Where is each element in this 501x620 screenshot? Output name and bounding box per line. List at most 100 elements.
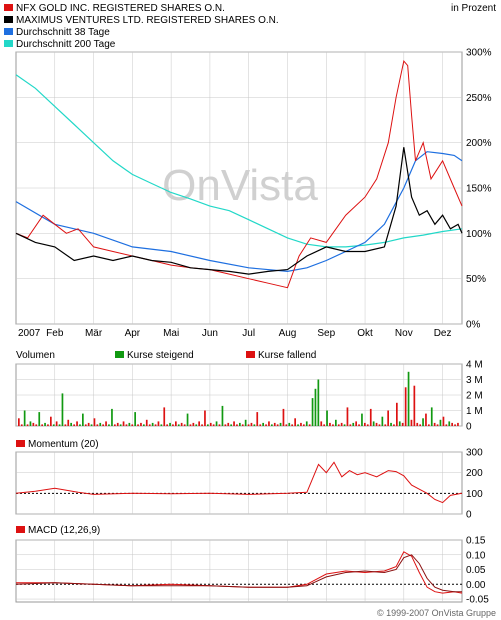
- price-y-tick-label: 0%: [466, 320, 481, 331]
- legend-swatch-nfx: [4, 4, 13, 11]
- price-x-tick-label: Dez: [434, 328, 452, 339]
- macd-signal-line: [15, 554, 462, 593]
- price-x-tick-label: Mär: [85, 328, 103, 339]
- volume-bar: [241, 424, 244, 426]
- volume-bar: [387, 410, 389, 426]
- volume-bar: [87, 422, 90, 426]
- volume-bar: [247, 424, 250, 426]
- volume-bar: [297, 424, 299, 426]
- volume-bar: [439, 419, 442, 426]
- volume-bar: [20, 424, 23, 426]
- volume-bar: [308, 424, 311, 426]
- volume-bar: [244, 419, 247, 426]
- volume-bar: [108, 424, 110, 426]
- price-x-tick-label: Sep: [317, 328, 335, 339]
- volume-bar: [407, 371, 410, 427]
- volume-bar: [189, 424, 192, 426]
- volume-bar: [175, 421, 177, 426]
- volume-bar: [410, 419, 413, 426]
- momentum-y-tick-label: 200: [466, 468, 483, 479]
- volume-bar: [271, 424, 273, 426]
- volume-bar: [183, 424, 186, 426]
- volume-bar: [84, 424, 87, 426]
- volume-bar: [151, 422, 154, 426]
- volume-bar: [428, 424, 430, 426]
- volume-bar: [259, 424, 262, 426]
- volume-bar: [335, 419, 337, 426]
- volume-bar: [358, 424, 360, 426]
- volume-bar: [442, 416, 445, 426]
- volume-bar: [23, 410, 26, 426]
- volume-bar: [35, 424, 38, 426]
- volume-bar: [90, 424, 93, 426]
- volume-bar: [41, 424, 43, 426]
- volume-bar: [265, 424, 267, 426]
- volume-bar: [102, 424, 104, 426]
- volume-bar: [369, 408, 372, 426]
- momentum-title: Momentum (20): [28, 439, 99, 450]
- volume-y-axis: 0 1 M 2 M 3 M 4 M: [466, 360, 483, 433]
- volume-bar: [32, 422, 35, 426]
- volume-panel: Volumen Kurse steigend Kurse fallend 0 1 …: [15, 350, 483, 433]
- volume-bar: [390, 422, 392, 426]
- volume-bar: [349, 424, 352, 426]
- volume-bar: [294, 418, 296, 427]
- volume-bar: [209, 422, 212, 426]
- volume-bar: [239, 422, 241, 426]
- volume-bar: [116, 422, 119, 426]
- volume-bar: [416, 422, 419, 426]
- volume-bar: [305, 421, 308, 426]
- price-y-axis: 0% 50% 100% 150% 200% 250% 300%: [466, 48, 492, 331]
- volume-bar: [224, 424, 227, 426]
- momentum-y-tick-label: 0: [466, 510, 472, 521]
- volume-bar: [250, 422, 253, 426]
- volume-bar: [18, 418, 20, 427]
- price-x-tick-label: Apr: [125, 328, 141, 339]
- volume-bar: [337, 424, 340, 426]
- momentum-series: [15, 461, 463, 504]
- volume-bar: [29, 421, 32, 426]
- volume-bar: [58, 424, 61, 426]
- price-x-tick-label: Feb: [46, 328, 64, 339]
- volume-bar: [192, 422, 195, 426]
- legend-label-maximus: MAXIMUS VENTURES LTD. REGISTERED SHARES …: [16, 15, 279, 26]
- volume-bar: [221, 405, 224, 426]
- volume-bar: [50, 416, 52, 426]
- volume-bar: [44, 422, 46, 426]
- macd-panel-frame: [15, 539, 463, 603]
- unit-label: in Prozent: [451, 3, 496, 14]
- macd-y-tick-label: 0.00: [466, 580, 486, 591]
- macd-y-tick-label: -0.05: [466, 595, 489, 606]
- volume-bar: [279, 422, 282, 426]
- volume-bar: [122, 421, 125, 426]
- legend-item-ma200: Durchschnitt 200 Tage: [4, 39, 116, 50]
- volume-bar: [105, 421, 107, 426]
- volume-bar: [204, 410, 206, 426]
- volume-bar: [201, 424, 203, 426]
- volume-bar: [256, 412, 259, 426]
- volume-bar: [320, 421, 323, 426]
- volume-bar: [273, 422, 276, 426]
- volume-bar: [143, 424, 145, 426]
- momentum-swatch: [16, 440, 25, 447]
- momentum-y-axis: 0 100 200 300: [466, 448, 483, 521]
- series-line-maximus: [15, 147, 463, 275]
- volume-swatch-fallend: [246, 351, 255, 358]
- volume-bar: [329, 422, 331, 426]
- price-x-tick-label: 2007: [18, 328, 41, 339]
- volume-bar: [96, 424, 99, 426]
- volume-y-tick-label: 1 M: [466, 406, 483, 417]
- volume-bar: [79, 424, 81, 426]
- volume-bar: [454, 424, 456, 426]
- macd-swatch: [16, 526, 25, 533]
- volume-bar: [393, 424, 395, 426]
- volume-bars: [18, 371, 459, 427]
- volume-bar: [233, 421, 235, 426]
- volume-bar: [169, 422, 171, 426]
- series-line-ma200: [15, 74, 463, 248]
- volume-bar: [419, 424, 421, 426]
- volume-bar: [445, 424, 448, 426]
- volume-bar: [291, 424, 293, 426]
- volume-bar: [332, 424, 334, 426]
- legend-label-ma200: Durchschnitt 200 Tage: [16, 39, 116, 50]
